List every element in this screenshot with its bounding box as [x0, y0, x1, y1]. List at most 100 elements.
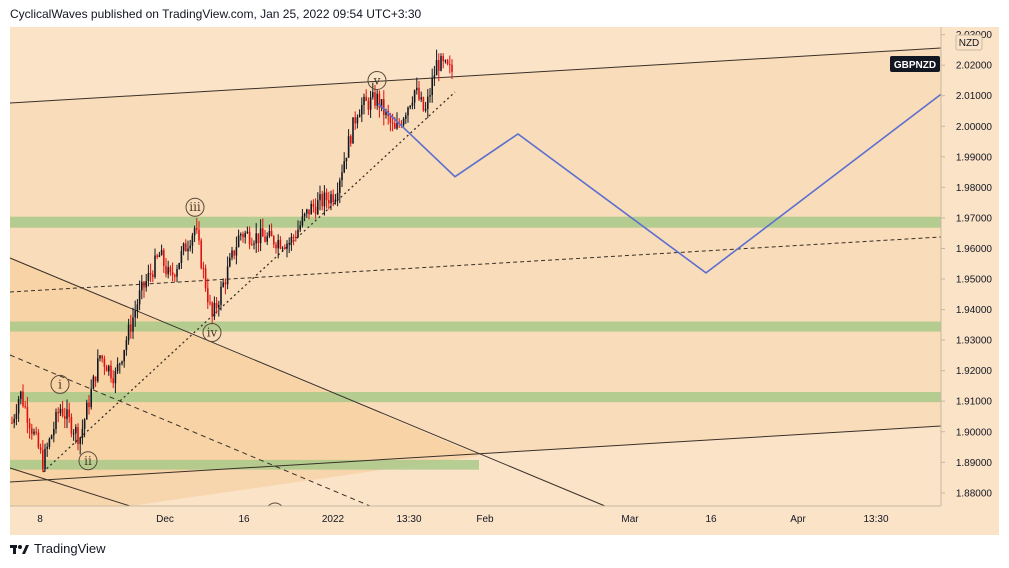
candle-body: [422, 97, 425, 111]
y-tick-label: 1.96000: [956, 244, 993, 255]
candle-body: [224, 282, 227, 285]
candle-body: [215, 302, 218, 308]
candle-body: [127, 324, 130, 341]
wave-label-circle-ii: [78, 451, 98, 471]
candle-body: [22, 391, 24, 407]
candle-body: [72, 433, 75, 435]
candle-body: [431, 78, 433, 96]
y-tick-label: 1.98000: [956, 183, 993, 194]
candle-body: [336, 192, 339, 200]
falling-channel-midline: [9, 354, 371, 507]
candle-body: [266, 236, 268, 242]
dotted-trendline: [42, 91, 456, 473]
y-tick-label: 2.01000: [956, 91, 993, 102]
y-tick-label: 1.99000: [956, 152, 993, 163]
candle-body: [270, 230, 273, 237]
candle-body: [244, 232, 246, 238]
candle-body: [427, 96, 429, 109]
zone-0: [10, 216, 941, 228]
trend-lines: [9, 47, 942, 507]
candle-body: [361, 104, 363, 115]
candle-body: [156, 255, 158, 257]
projection-line: [377, 93, 942, 274]
candle-body: [145, 280, 147, 288]
candle-body: [130, 324, 132, 332]
candle-body: [94, 376, 97, 382]
candle-body: [39, 447, 42, 450]
candle-body: [317, 200, 319, 215]
wave-label-iv: iv: [207, 325, 218, 339]
candle-body: [88, 402, 90, 408]
candle-body: [420, 97, 422, 100]
candle-body: [90, 388, 92, 408]
candle-body: [154, 255, 156, 278]
candle-body: [44, 448, 46, 470]
candle-body: [332, 194, 334, 203]
channel-lower-line: [9, 425, 942, 483]
candle-body: [70, 416, 73, 434]
candle-body: [297, 229, 299, 238]
candle-body: [369, 97, 372, 110]
candle-body: [334, 199, 337, 203]
candle-body: [273, 236, 275, 245]
candle-body: [444, 60, 447, 62]
candle-body: [306, 209, 308, 214]
candle-body: [446, 60, 449, 65]
candle-body: [292, 236, 295, 238]
candle-body: [114, 371, 117, 384]
x-tick-label: Dec: [156, 514, 174, 525]
candle-body: [24, 406, 26, 408]
candle-body: [350, 136, 352, 144]
candle-body: [187, 248, 189, 252]
tradingview-logo-icon: [10, 544, 29, 554]
candle-body: [385, 110, 387, 115]
candle-body: [378, 93, 381, 108]
candle-body: [312, 203, 315, 207]
candle-body: [308, 209, 310, 215]
candle-body: [372, 92, 374, 98]
candle-body: [160, 250, 163, 256]
candle-body: [429, 95, 431, 97]
candle-body: [363, 96, 365, 105]
candle-body: [310, 203, 312, 215]
candle-body: [299, 225, 301, 230]
candle-body: [134, 310, 136, 318]
candle-body: [352, 117, 354, 144]
candle-body: [196, 228, 198, 230]
candle-body: [281, 247, 284, 249]
candle-body: [290, 236, 293, 243]
candle-body: [99, 355, 101, 359]
candle-body: [116, 364, 119, 372]
candle-body: [235, 247, 238, 256]
candle-body: [211, 302, 213, 317]
candle-body: [92, 376, 95, 389]
candle-body: [209, 302, 211, 304]
x-tick-label: Feb: [476, 514, 494, 525]
candle-body: [202, 268, 205, 270]
candle-body: [262, 228, 264, 237]
zone-2: [10, 392, 941, 403]
candle-body: [31, 428, 33, 434]
candle-body: [347, 136, 350, 158]
candle-body: [222, 282, 224, 287]
candle-body: [319, 194, 321, 201]
channel-fills: [10, 48, 941, 506]
candlesticks: [11, 49, 453, 472]
candle-body: [165, 265, 167, 275]
candle-body: [383, 99, 385, 115]
x-axis-ticks: 8 Dec 16 2022 13:30 Feb Mar 16 Apr 13:30: [37, 514, 889, 525]
candle-body: [163, 250, 165, 266]
x-axis-panel: [10, 506, 941, 535]
candle-body: [268, 230, 271, 237]
candle-body: [374, 92, 376, 106]
x-tick-label: 13:30: [863, 514, 888, 525]
candle-body: [323, 192, 326, 207]
wave-label-circle-iii: [185, 197, 205, 217]
candle-body: [207, 288, 209, 303]
candle-body: [110, 365, 112, 379]
wave-label-circle-v: [367, 70, 387, 90]
candle-body: [37, 432, 40, 448]
candle-body: [105, 366, 108, 372]
candle-body: [407, 107, 409, 116]
